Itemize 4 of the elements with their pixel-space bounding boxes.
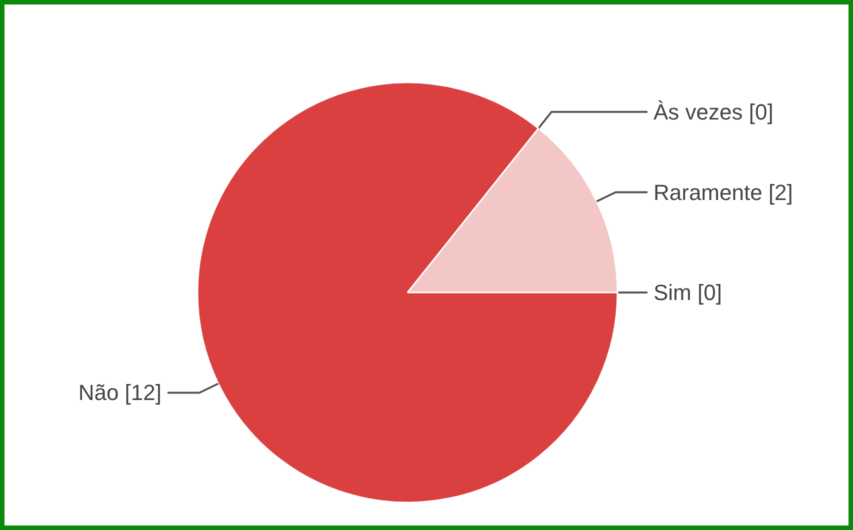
slice-label: Não [12] (78, 380, 162, 406)
slice-label: Raramente [2] (654, 180, 793, 205)
legend-label: Sim [0] (654, 280, 722, 305)
legend-label: Às vezes [0] (654, 99, 774, 124)
